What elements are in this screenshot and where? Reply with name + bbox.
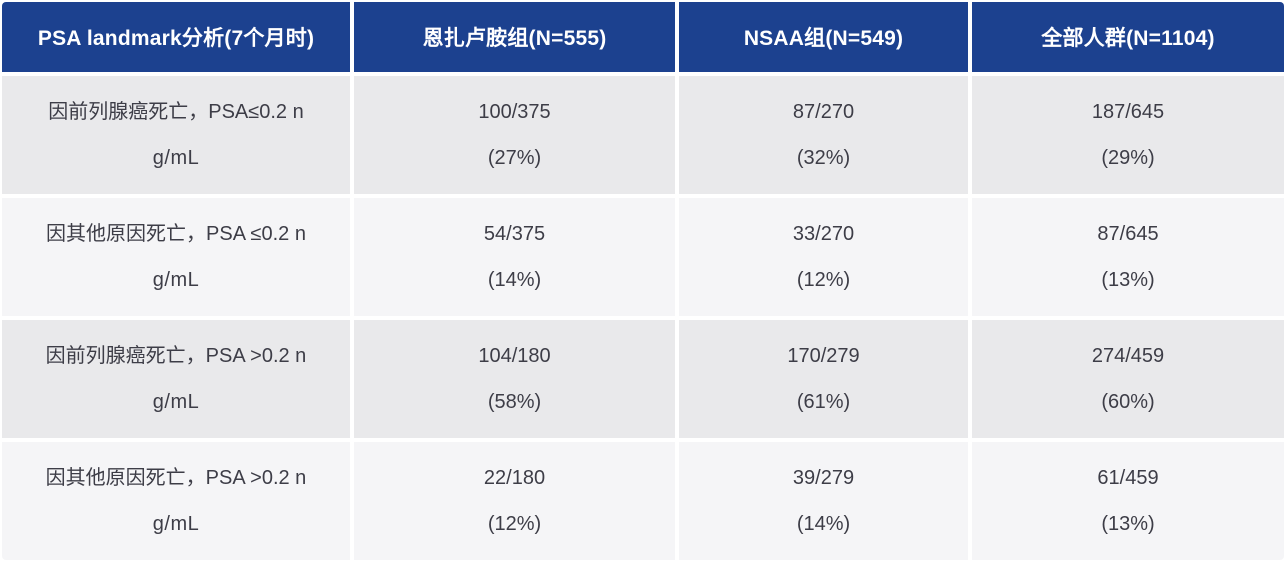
cell-percent: (29%): [1101, 146, 1155, 169]
cell-count: 61/459: [1097, 466, 1159, 489]
cell-percent: (14%): [487, 268, 542, 291]
cell-count: 104/180: [478, 344, 551, 367]
row-label: 因其他原因死亡，PSA ≤0.2 n g/mL: [2, 198, 350, 316]
cell-count: 274/459: [1091, 344, 1165, 367]
cell-percent: (27%): [487, 146, 542, 169]
table-cell: 22/180 (12%): [354, 442, 675, 560]
cell-percent: (60%): [1101, 390, 1155, 413]
table-cell: 61/459 (13%): [972, 442, 1284, 560]
cell-percent: (58%): [487, 390, 542, 413]
cell-count: 33/270: [792, 222, 855, 245]
header-cell-nsaa-group: NSAA组(N=549): [679, 2, 968, 72]
row-label-line2: g/mL: [152, 268, 200, 291]
cell-count: 22/180: [483, 466, 546, 489]
row-label-line1: 因前列腺癌死亡，PSA≤0.2 n: [48, 100, 304, 123]
cell-count: 54/375: [483, 222, 546, 245]
row-label-line2: g/mL: [152, 146, 200, 169]
row-label: 因前列腺癌死亡，PSA >0.2 n g/mL: [2, 320, 350, 438]
table-cell: 39/279 (14%): [679, 442, 968, 560]
header-cell-psa-landmark: PSA landmark分析(7个月时): [2, 2, 350, 72]
cell-count: 87/270: [792, 100, 855, 123]
cell-count: 87/645: [1097, 222, 1159, 245]
row-label: 因前列腺癌死亡，PSA≤0.2 n g/mL: [2, 76, 350, 194]
cell-count: 39/279: [792, 466, 855, 489]
table-cell: 87/270 (32%): [679, 76, 968, 194]
table-cell: 170/279 (61%): [679, 320, 968, 438]
table-cell: 33/270 (12%): [679, 198, 968, 316]
row-label-line1: 因其他原因死亡，PSA >0.2 n: [45, 466, 307, 489]
cell-percent: (12%): [487, 512, 542, 535]
table-cell: 54/375 (14%): [354, 198, 675, 316]
table-cell: 87/645 (13%): [972, 198, 1284, 316]
table-cell: 274/459 (60%): [972, 320, 1284, 438]
cell-count: 170/279: [787, 344, 860, 367]
cell-count: 100/375: [478, 100, 551, 123]
header-cell-all-patients: 全部人群(N=1104): [972, 2, 1284, 72]
row-label-line2: g/mL: [152, 512, 200, 535]
table-cell: 100/375 (27%): [354, 76, 675, 194]
cell-percent: (13%): [1101, 268, 1155, 291]
cell-percent: (13%): [1101, 512, 1155, 535]
row-label-line2: g/mL: [152, 390, 200, 413]
cell-percent: (14%): [796, 512, 851, 535]
cell-percent: (32%): [796, 146, 851, 169]
cell-percent: (61%): [796, 390, 851, 413]
table-cell: 187/645 (29%): [972, 76, 1284, 194]
row-label-line1: 因其他原因死亡，PSA ≤0.2 n: [46, 222, 306, 245]
cell-count: 187/645: [1091, 100, 1165, 123]
cell-percent: (12%): [796, 268, 851, 291]
row-label: 因其他原因死亡，PSA >0.2 n g/mL: [2, 442, 350, 560]
header-cell-enzalutamide-group: 恩扎卢胺组(N=555): [354, 2, 675, 72]
table-cell: 104/180 (58%): [354, 320, 675, 438]
row-label-line1: 因前列腺癌死亡，PSA >0.2 n: [45, 344, 307, 367]
